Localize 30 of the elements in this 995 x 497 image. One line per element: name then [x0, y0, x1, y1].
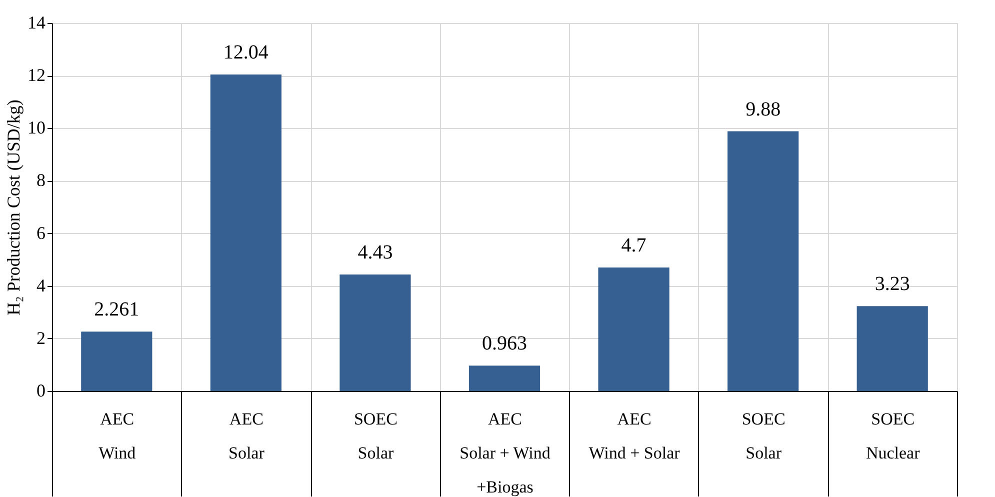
bar: [468, 366, 540, 391]
x-tick-label: SOEC Nuclear: [866, 410, 920, 462]
x-tick-label: AEC Solar: [228, 410, 265, 462]
data-label: 4.7: [621, 234, 646, 256]
data-label: 3.23: [874, 273, 910, 296]
x-tick-label: AEC Solar + Wind +Biogas: [460, 410, 551, 496]
y-tick-label: 2: [36, 328, 46, 348]
bar: [210, 74, 282, 391]
bar: [728, 131, 799, 391]
y-tick-label: 4: [36, 275, 46, 296]
y-tick-label: 0: [36, 380, 46, 400]
data-label: 4.43: [358, 242, 393, 264]
data-label: 12.04: [223, 42, 268, 64]
x-tick-label: SOEC Solar: [354, 410, 398, 462]
x-tick-label: AEC Wind: [98, 410, 136, 462]
y-tick-label: 6: [36, 222, 46, 243]
y-axis-title: H₂ Production Cost (USD/kg): [4, 100, 24, 316]
data-label: 0.963: [482, 332, 527, 355]
y-tick-label: 10: [28, 118, 46, 138]
bar: [598, 267, 670, 391]
x-tick-label: AEC Wind + Solar: [588, 410, 680, 462]
y-tick-label: 8: [36, 170, 46, 190]
y-tick-label: 14: [28, 12, 46, 32]
y-tick-label: 12: [28, 65, 46, 86]
data-label: 9.88: [746, 98, 781, 120]
data-label: 2.261: [94, 298, 140, 321]
bar: [340, 274, 411, 391]
bar: [856, 306, 928, 391]
bar: [81, 332, 152, 391]
x-tick-label: SOEC Solar: [742, 410, 786, 462]
